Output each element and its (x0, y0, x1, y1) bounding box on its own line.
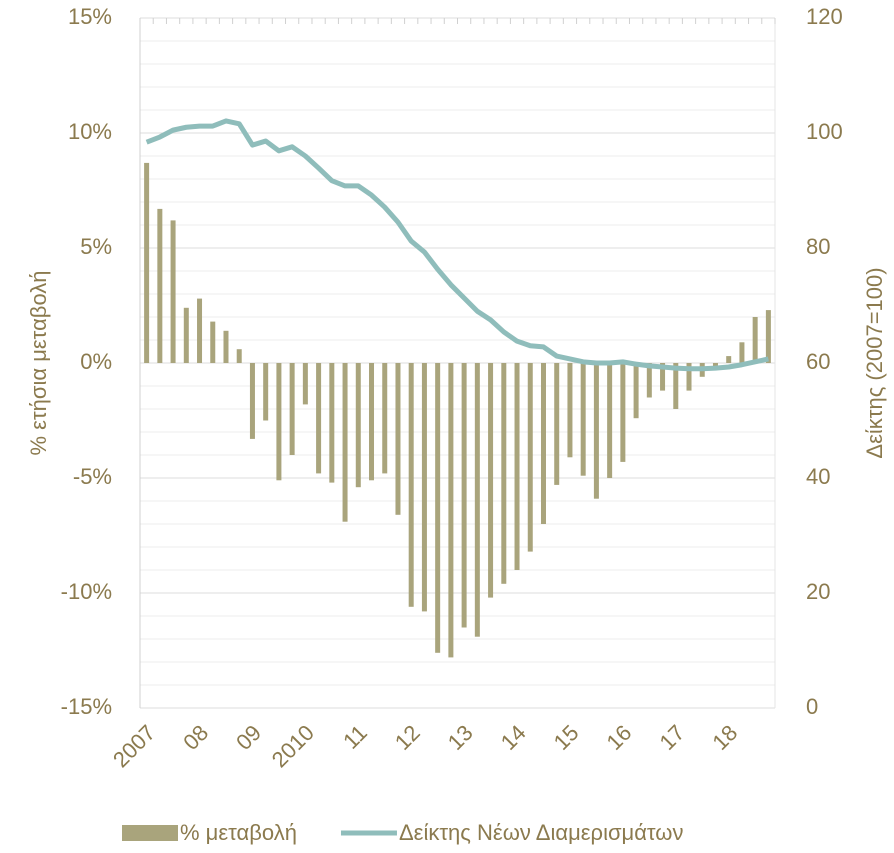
bar (633, 363, 639, 419)
bar (289, 363, 295, 455)
y-tick-label: -5% (73, 464, 112, 489)
bar (316, 363, 322, 474)
y2-tick-label: 120 (806, 4, 843, 29)
bar (501, 363, 507, 584)
legend-swatch (122, 825, 178, 841)
bar (157, 208, 163, 363)
bar (660, 363, 666, 391)
bar (765, 310, 771, 363)
x-tick-label: 2010 (267, 720, 319, 772)
bar (540, 363, 546, 524)
bar (593, 363, 599, 499)
bar (395, 363, 401, 515)
y-tick-label: 15% (68, 4, 112, 29)
bar (527, 363, 533, 552)
bar (183, 307, 189, 363)
bar (752, 317, 758, 363)
bar (342, 363, 348, 522)
bar (607, 363, 613, 478)
index-line (145, 118, 769, 372)
bar (474, 363, 480, 637)
bar (197, 298, 203, 363)
bar (263, 363, 269, 421)
x-tick-label: 18 (707, 720, 742, 755)
bar (382, 363, 388, 474)
bar (170, 220, 176, 363)
bar (236, 349, 242, 363)
bar (554, 363, 560, 485)
y2-tick-label: 100 (806, 119, 843, 144)
bar (567, 363, 573, 458)
bar (408, 363, 414, 607)
bar (488, 363, 494, 598)
y-tick-label: 10% (68, 119, 112, 144)
y-tick-label: 0% (80, 349, 112, 374)
x-tick-label: 14 (496, 720, 531, 755)
y2-axis-label: Δείκτης (2007=100) (862, 267, 887, 458)
x-tick-label: 11 (338, 720, 372, 754)
bar (369, 363, 375, 481)
bar (739, 342, 745, 363)
legend-label: % μεταβολή (180, 820, 297, 845)
legend-label: Δείκτης Νέων Διαμερισμάτων (399, 820, 684, 845)
y-tick-label: -15% (61, 694, 112, 719)
y-tick-label: -10% (61, 579, 112, 604)
x-tick-label: 2007 (108, 720, 160, 772)
x-tick-label: 09 (231, 720, 266, 755)
bar (620, 363, 626, 462)
x-tick-label: 12 (390, 720, 425, 755)
bar (210, 321, 216, 363)
bar (646, 363, 652, 398)
y2-tick-label: 80 (806, 234, 830, 259)
bar (461, 363, 467, 628)
bar (686, 363, 692, 391)
bar (421, 363, 427, 612)
bar (435, 363, 441, 653)
y-axis-label: % ετήσια μεταβολή (26, 271, 51, 456)
bar (726, 356, 732, 363)
bar (144, 162, 150, 363)
bar (223, 330, 229, 363)
x-tick-label: 13 (443, 720, 478, 755)
y2-tick-label: 40 (806, 464, 830, 489)
bar (302, 363, 308, 405)
x-tick-label: 16 (602, 720, 637, 755)
y-tick-label: 5% (80, 234, 112, 259)
y2-tick-label: 20 (806, 579, 830, 604)
y2-tick-label: 0 (806, 694, 818, 719)
x-tick-label: 08 (178, 720, 213, 755)
bar (514, 363, 520, 570)
x-tick-label: 17 (654, 720, 689, 755)
bar (329, 363, 335, 483)
x-tick-label: 15 (549, 720, 584, 755)
bar (276, 363, 282, 481)
bar (448, 363, 454, 658)
y2-tick-label: 60 (806, 349, 830, 374)
bar (249, 363, 255, 439)
bar (673, 363, 679, 409)
bar (355, 363, 361, 488)
bar (580, 363, 586, 476)
